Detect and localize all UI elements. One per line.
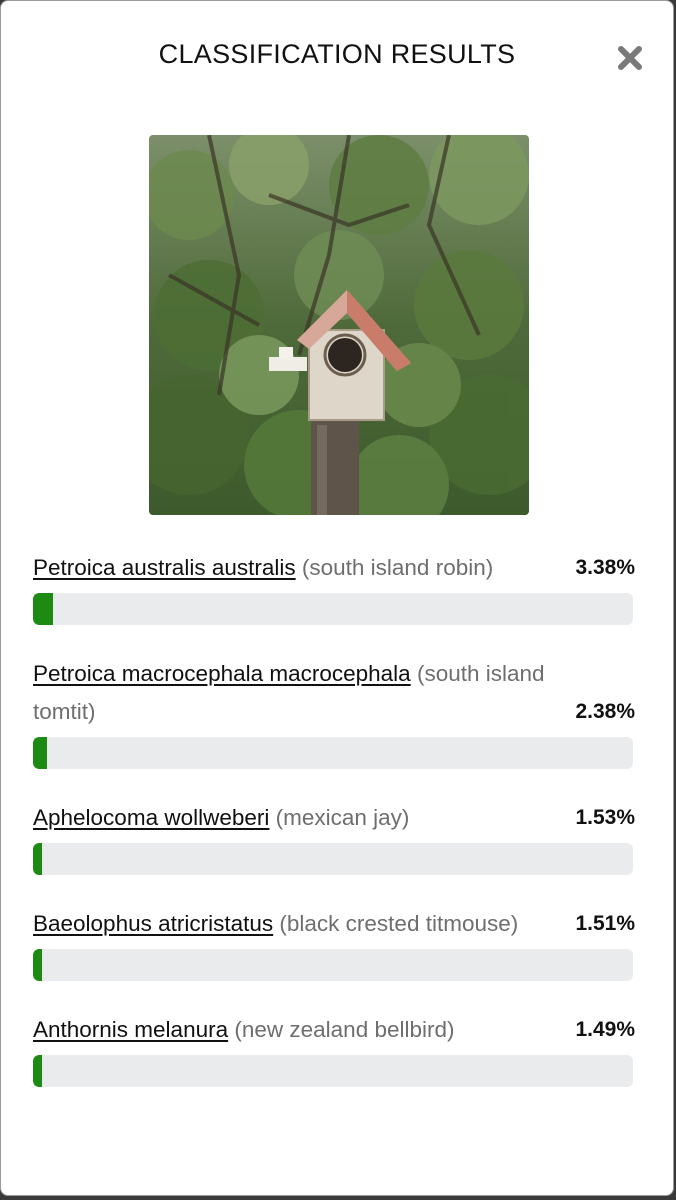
confidence-percent: 1.51%	[575, 912, 635, 935]
confidence-bar-fill	[33, 593, 54, 625]
confidence-bar	[33, 593, 633, 625]
scientific-name-link[interactable]: Petroica australis australis	[33, 555, 296, 580]
confidence-bar	[33, 949, 633, 981]
result-item: Petroica australis australis (south isla…	[33, 549, 635, 625]
confidence-percent: 3.38%	[575, 556, 635, 579]
confidence-bar-fill	[33, 1055, 42, 1087]
confidence-bar-fill	[33, 949, 43, 981]
confidence-percent: 1.53%	[575, 806, 635, 829]
common-name: (new zealand bellbird)	[234, 1017, 455, 1042]
result-item: Baeolophus atricristatus (black crested …	[33, 905, 635, 981]
common-name: (black crested titmouse)	[279, 911, 519, 936]
scientific-name-link[interactable]: Petroica macrocephala macrocephala	[33, 661, 411, 686]
confidence-bar	[33, 737, 633, 769]
scientific-name-link[interactable]: Aphelocoma wollweberi	[33, 805, 270, 830]
result-item: Petroica macrocephala macrocephala (sout…	[33, 655, 635, 769]
common-name: (south island tomtit)	[33, 661, 545, 724]
confidence-bar	[33, 843, 633, 875]
confidence-percent: 1.49%	[575, 1018, 635, 1041]
scientific-name-link[interactable]: Baeolophus atricristatus	[33, 911, 274, 936]
classified-photo	[149, 135, 529, 515]
result-item: Aphelocoma wollweberi (mexican jay) 1.53…	[33, 799, 635, 875]
results-list: Petroica australis australis (south isla…	[33, 549, 635, 1117]
common-name: (mexican jay)	[275, 805, 410, 830]
confidence-bar-fill	[33, 843, 43, 875]
confidence-percent: 2.38%	[575, 700, 635, 723]
birdhouse-photo	[149, 135, 529, 515]
confidence-bar	[33, 1055, 633, 1087]
confidence-bar-fill	[33, 737, 48, 769]
close-icon[interactable]	[613, 41, 647, 75]
result-item: Anthornis melanura (new zealand bellbird…	[33, 1011, 635, 1087]
modal-title: CLASSIFICATION RESULTS	[158, 39, 516, 69]
common-name: (south island robin)	[301, 555, 494, 580]
scientific-name-link[interactable]: Anthornis melanura	[33, 1017, 229, 1042]
